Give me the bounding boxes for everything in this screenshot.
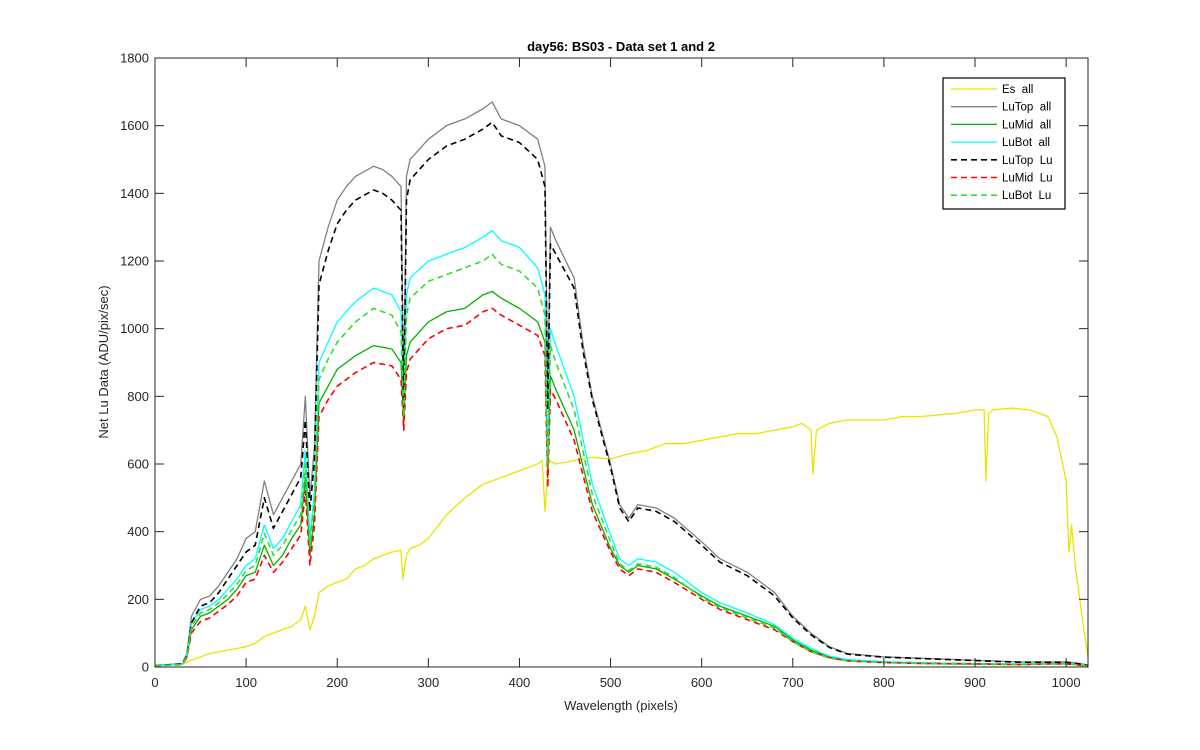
chart-title: day56: BS03 - Data set 1 and 2	[527, 39, 715, 54]
x-tick-label: 600	[691, 675, 713, 690]
y-tick-label: 1800	[120, 51, 149, 66]
legend-label-6: LuBot Lu	[1002, 190, 1051, 202]
legend-box	[942, 77, 1066, 210]
y-axis: 0 200 400 600 800 1000 1200 1400 1600 1800	[120, 51, 1088, 675]
y-tick-label: 1600	[120, 118, 149, 133]
x-tick-label: 900	[964, 675, 986, 690]
series-line-0	[154, 407, 1089, 666]
series-line-5	[154, 307, 1089, 668]
y-tick-label: 400	[127, 524, 149, 539]
legend-label-1: LuTop all	[1002, 102, 1051, 114]
series-line-3	[154, 229, 1089, 667]
legend: Es all LuTop all LuMid all LuBot all LuTop L…	[942, 77, 1066, 210]
series-line-4	[154, 121, 1089, 667]
x-tick-label: 800	[873, 675, 895, 690]
series-line-2	[154, 290, 1089, 667]
y-axis-label: Net Lu Data (ADU/pix/sec)	[96, 285, 111, 438]
x-axis: 0 100 200 300 400 500 600 700 800 900 1000	[151, 58, 1081, 690]
plot-frame	[154, 57, 1089, 668]
axes-layer	[154, 57, 1089, 668]
x-tick-label: 0	[151, 675, 158, 690]
y-tick-label: 1400	[120, 186, 149, 201]
x-axis-label: Wavelength (pixels)	[564, 698, 678, 713]
legend-label-2: LuMid all	[1002, 119, 1051, 131]
y-tick-label: 0	[142, 660, 149, 675]
x-tick-label: 100	[235, 675, 257, 690]
x-tick-label: 300	[417, 675, 439, 690]
x-tick-label: 200	[326, 675, 348, 690]
x-tick-label: 500	[600, 675, 622, 690]
y-tick-label: 600	[127, 457, 149, 472]
legend-label-0: Es all	[1002, 84, 1033, 96]
y-tick-label: 1200	[120, 254, 149, 269]
legend-label-4: LuTop Lu	[1002, 155, 1053, 167]
x-tick-label: 1000	[1052, 675, 1081, 690]
x-tick-label: 700	[782, 675, 804, 690]
y-tick-label: 200	[127, 592, 149, 607]
y-tick-label: 1000	[120, 321, 149, 336]
legend-label-3: LuBot all	[1002, 137, 1050, 149]
series-layer	[154, 101, 1089, 668]
series-line-1	[154, 101, 1089, 666]
series-line-6	[154, 253, 1089, 668]
x-tick-label: 400	[509, 675, 531, 690]
y-tick-label: 800	[127, 389, 149, 404]
legend-label-5: LuMid Lu	[1002, 173, 1053, 185]
